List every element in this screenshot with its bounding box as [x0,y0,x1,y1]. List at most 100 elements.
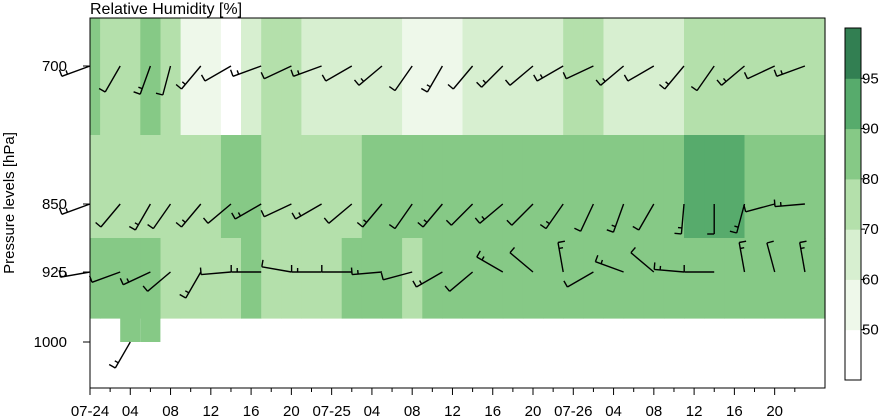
wind-barb [95,203,121,228]
rh-cell [462,135,484,239]
rh-cell [241,135,262,239]
rh-cell [90,238,101,319]
rh-cell [724,135,745,239]
rh-cell [623,238,645,319]
rh-cell [482,135,504,239]
rh-cell [643,238,665,319]
wind-barb [290,65,322,77]
wind-barb [690,65,715,92]
wind-barb [108,341,131,369]
wind-barb [175,203,202,228]
wind-barb [474,203,504,224]
wind-barb [594,254,624,273]
rh-cell [502,135,524,239]
wind-barb [674,203,685,235]
wind-barb [58,270,91,278]
y-tick-label: 1000 [34,334,67,351]
rh-cell [784,238,826,319]
colorbar-tick-label: 70 [862,221,879,238]
wind-barb [202,203,232,224]
rh-cell [100,238,121,319]
rh-cell [603,18,625,136]
plot-area [90,18,826,342]
wind-barb [412,271,443,288]
x-tick-label: 08 [645,403,662,418]
rh-cell [522,238,544,319]
wind-barb [380,271,413,281]
rh-cell [643,135,665,239]
rh-cell [663,238,685,319]
rh-cell [442,135,464,239]
rh-cell [543,135,564,239]
rh-cell [301,238,323,319]
rh-cell [120,238,141,319]
rh-cell [442,18,464,136]
rh-cell [744,18,766,136]
rh-cell [643,18,665,136]
colorbar-swatch [845,28,861,79]
colorbar-swatch [845,279,861,331]
wind-barb [445,203,474,226]
rh-cell [603,135,625,239]
rh-cell [220,135,242,239]
wind-barb [98,65,121,93]
rh-cell [90,18,101,136]
rh-cell [321,135,343,239]
colorbar-frame [844,27,862,381]
wind-barb [595,65,625,86]
rh-cell [623,135,645,239]
rh-cell [724,238,745,319]
colorbar-swatch [845,78,861,130]
rh-cell [220,18,242,136]
rh-cell [341,238,363,319]
wind-barb [658,65,685,90]
rh-cell [140,318,161,342]
rh-cell [341,18,363,136]
rh-cell [563,18,584,136]
x-tick-label: 16 [484,403,501,418]
rh-cell [583,18,605,136]
x-tick-label: 16 [726,403,743,418]
rh-cell [603,238,625,319]
y-tick-label: 700 [42,58,67,75]
rh-cell [361,238,383,319]
wind-barb [444,271,474,292]
x-tick-label: 08 [162,403,179,418]
wind-barb [290,265,322,273]
rh-cell [160,18,182,136]
rh-cell [382,238,403,319]
wind-barb [562,65,594,80]
rh-cell [684,135,705,239]
wind-barbs [58,65,807,369]
rh-cell [200,238,222,319]
rh-cell [281,238,302,319]
y-axis-label: Pressure levels [hPa] [1,132,18,274]
rh-cell [704,135,725,239]
rh-cell [281,18,302,136]
rh-cell [402,238,423,319]
rh-cell [321,238,343,319]
rh-cell [241,18,262,136]
wind-barb [799,240,807,273]
rh-cell [120,18,141,136]
rh-cell [704,18,725,136]
wind-barb [716,65,745,86]
x-tick-label: 07-26 [554,403,592,418]
rh-cell [583,135,605,239]
wind-barb [133,65,152,95]
rh-cell [382,135,403,239]
colorbar-swatch [845,329,861,381]
colorbar-tick-label: 60 [862,271,879,288]
rh-cell [261,18,282,136]
x-tick-label: 20 [766,403,783,418]
rh-cell [764,135,786,239]
rh-cell [200,135,222,239]
x-tick-label: 07-24 [71,403,109,418]
rh-cell [261,238,282,319]
rh-cell [684,238,705,319]
rh-cell [180,238,202,319]
x-tick-label: 04 [122,403,139,418]
wind-barb [557,240,566,273]
x-axis-ticks: 07-24 04 08 12 16 20 07-25 04 08 12 16 20 07-26 04 08 1… [71,388,796,418]
